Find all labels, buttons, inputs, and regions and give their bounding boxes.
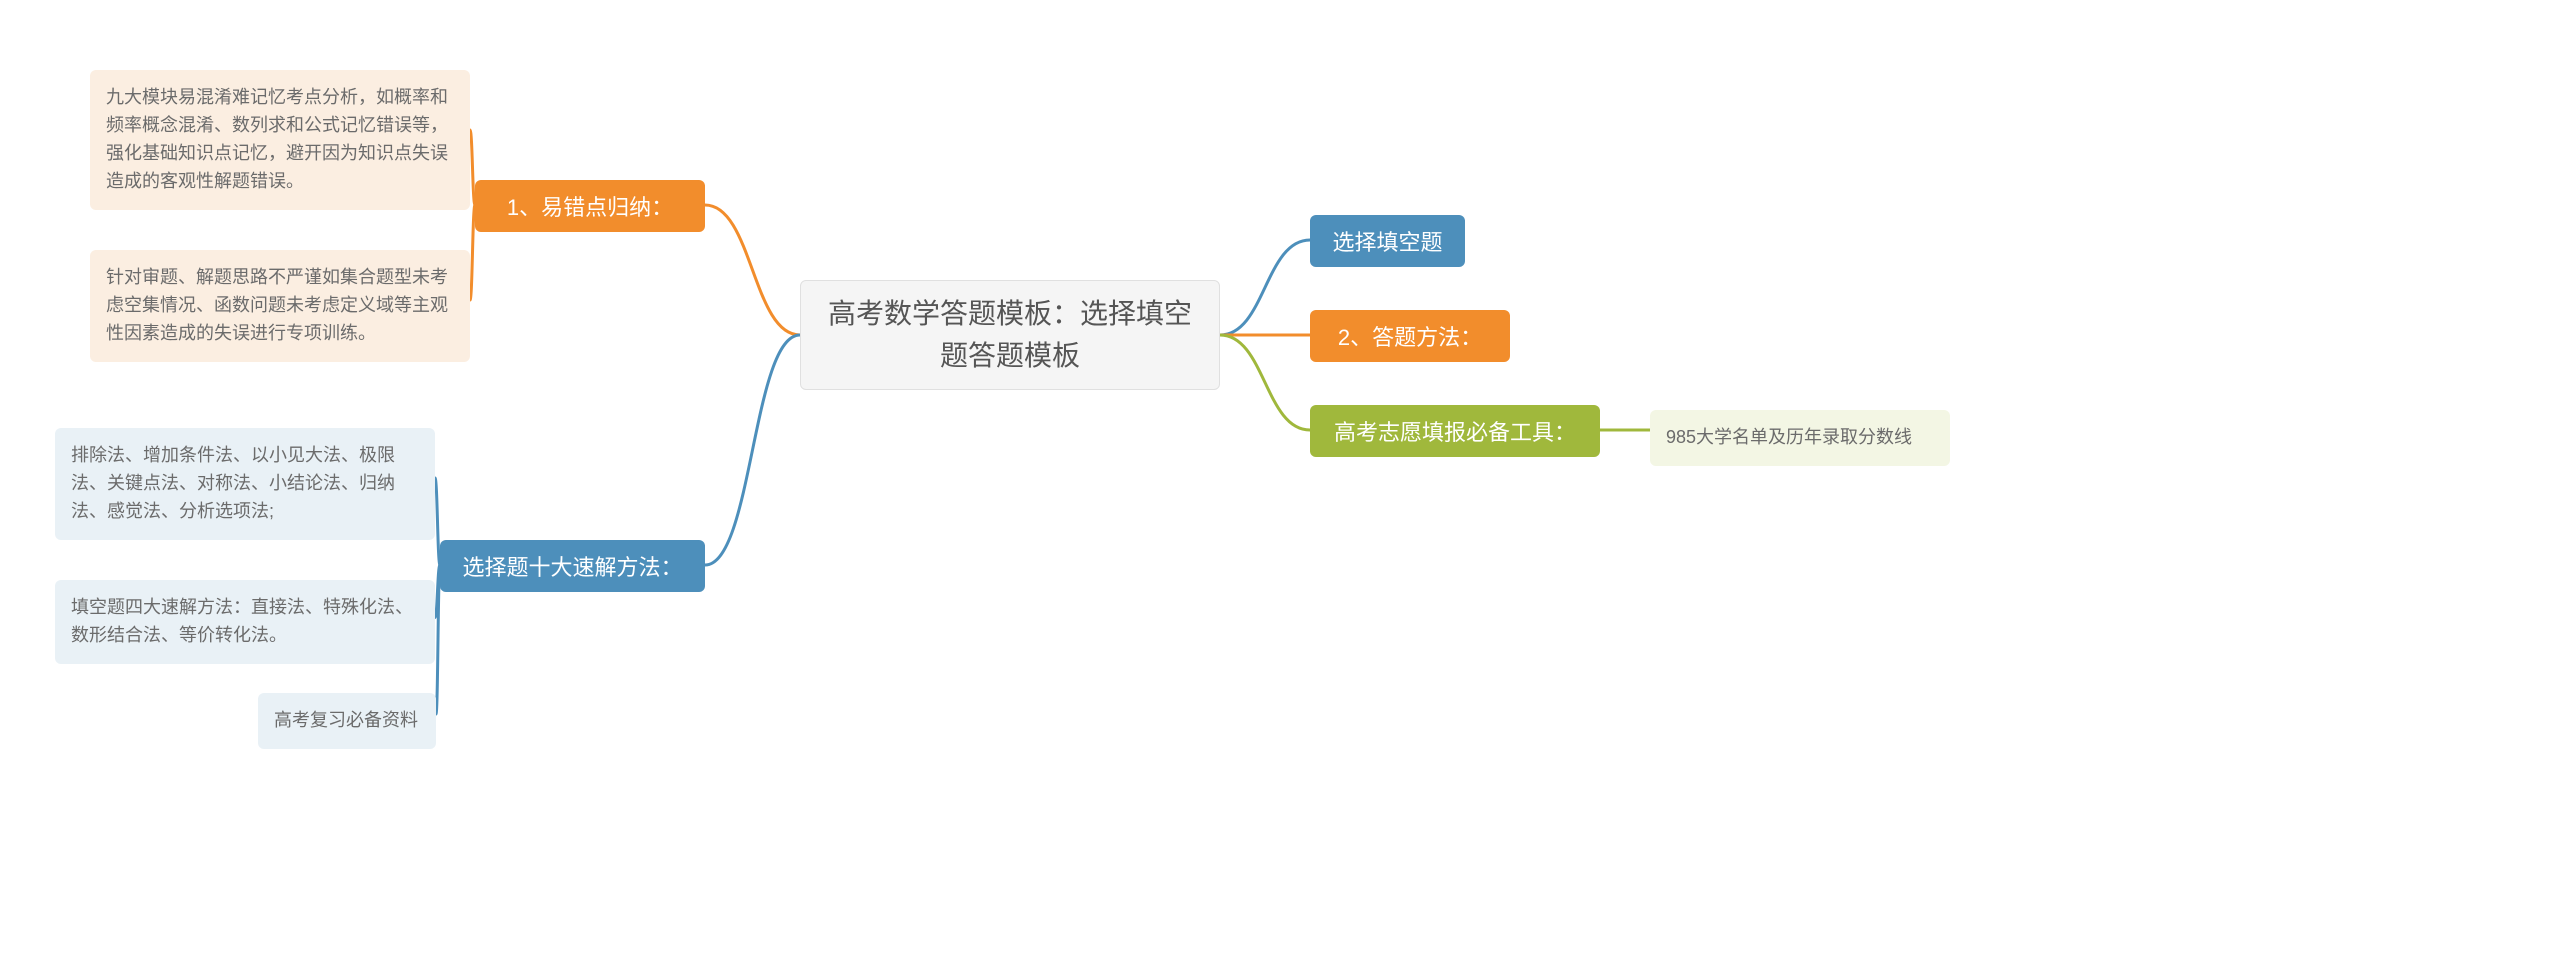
right-branch-0: 选择填空题 [1310,215,1465,267]
left-branch-1-leaf-0: 排除法、增加条件法、以小见大法、极限法、关键点法、对称法、小结论法、归纳法、感觉… [55,428,435,540]
left-branch-1-leaf-2: 高考复习必备资料 [258,693,436,749]
left-branch-1-leaf-1: 填空题四大速解方法：直接法、特殊化法、数形结合法、等价转化法。 [55,580,435,664]
left-branch-0-leaf-1: 针对审题、解题思路不严谨如集合题型未考虑空集情况、函数问题未考虑定义域等主观性因… [90,250,470,362]
right-branch-1: 2、答题方法： [1310,310,1510,362]
right-branch-2: 高考志愿填报必备工具： [1310,405,1600,457]
right-branch-2-leaf-0: 985大学名单及历年录取分数线 [1650,410,1950,466]
left-branch-0-leaf-0: 九大模块易混淆难记忆考点分析，如概率和频率概念混淆、数列求和公式记忆错误等，强化… [90,70,470,210]
left-branch-0: 1、易错点归纳： [475,180,705,232]
mindmap-root: 高考数学答题模板：选择填空题答题模板 [800,280,1220,390]
left-branch-1: 选择题十大速解方法： [440,540,705,592]
